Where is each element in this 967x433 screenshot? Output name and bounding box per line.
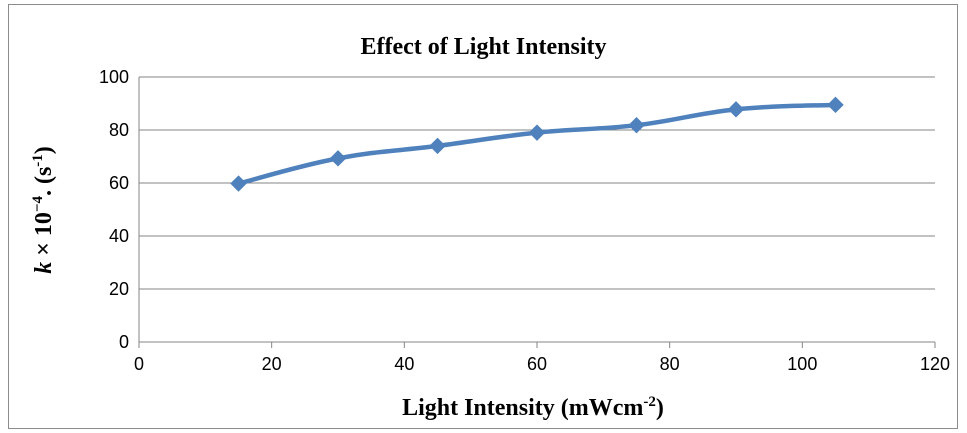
- data-point-marker: [329, 150, 347, 167]
- chart-title: Effect of Light Intensity: [360, 34, 607, 60]
- x-tick-label: 40: [394, 354, 414, 374]
- y-tick-label: 20: [109, 279, 129, 299]
- y-tick-label: 80: [109, 120, 129, 140]
- x-axis-label: Light Intensity (mWcm-2): [132, 394, 934, 422]
- chart-frame: [8, 4, 958, 429]
- data-point-marker: [827, 96, 844, 114]
- data-point-marker: [230, 175, 247, 192]
- x-tick-label: 0: [134, 354, 144, 374]
- data-point-marker: [528, 124, 546, 141]
- y-tick-label: 60: [109, 173, 129, 193]
- x-axis-label-main: Light Intensity (mWcm: [402, 395, 644, 421]
- data-point-marker: [429, 137, 446, 155]
- x-tick-label: 60: [527, 354, 547, 374]
- x-tick-label: 20: [262, 354, 282, 374]
- y-tick-label: 40: [109, 226, 129, 246]
- x-tick-label: 80: [660, 354, 680, 374]
- data-point-marker: [727, 101, 745, 118]
- data-point-marker: [628, 117, 645, 134]
- x-tick-label: 120: [920, 354, 950, 374]
- series-line: [237, 102, 836, 186]
- y-tick-label: 100: [99, 67, 129, 87]
- x-axis-label-exponent: -2: [643, 394, 656, 410]
- x-axis-label-close: ): [655, 395, 664, 421]
- x-tick-label: 100: [787, 354, 817, 374]
- y-tick-label: 0: [119, 332, 129, 352]
